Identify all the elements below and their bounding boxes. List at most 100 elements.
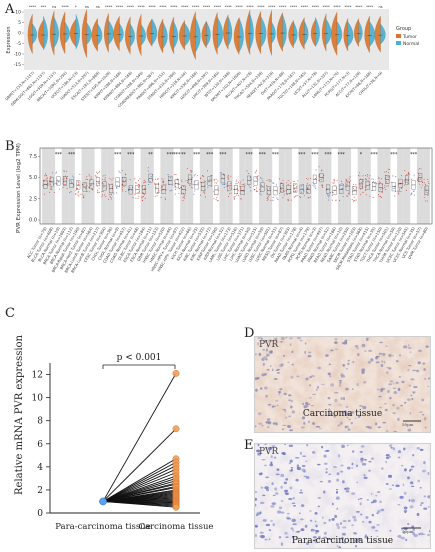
panel-b-point: [161, 187, 163, 189]
panel-e-scale: 50μm: [402, 529, 414, 534]
nucleus-dot: [272, 494, 276, 497]
panel-b-point: [403, 184, 405, 186]
panel-b-point: [269, 179, 271, 181]
panel-d-caption: Carcinoma tissue: [302, 409, 383, 419]
panel-b-point: [314, 178, 316, 180]
panel-b-point: [427, 192, 429, 194]
nucleus-dot: [388, 367, 392, 370]
panel-b-point: [423, 182, 425, 184]
nucleus-dot: [383, 360, 386, 364]
panel-b-point: [46, 178, 48, 180]
nucleus-dot: [304, 350, 306, 354]
panel-b-point: [255, 169, 258, 171]
panel-b-point: [121, 170, 123, 172]
panel-b-point: [56, 183, 58, 185]
nucleus-dot: [403, 345, 408, 349]
panel-b-point: [96, 173, 98, 175]
nucleus-dot: [370, 492, 373, 495]
nucleus-dot: [257, 376, 260, 380]
nucleus-dot: [366, 337, 369, 341]
panel-b-point: [295, 195, 297, 197]
nucleus-dot: [296, 464, 300, 468]
panel-b-point: [157, 177, 159, 180]
nucleus-dot: [423, 507, 428, 510]
nucleus-dot: [387, 539, 390, 543]
panel-b-point: [379, 182, 381, 184]
panel-b-point: [418, 168, 420, 170]
nucleus-dot: [314, 520, 317, 523]
panel-b-point: [81, 193, 83, 195]
nucleus-dot: [400, 404, 404, 407]
panel-b-point: [358, 172, 361, 174]
panel-a-violin-normal: [347, 21, 354, 47]
nucleus-dot: [317, 385, 319, 389]
panel-b-point: [190, 171, 192, 173]
nucleus-dot: [342, 526, 347, 529]
panel-b-point: [233, 197, 235, 199]
nucleus-dot: [312, 451, 316, 454]
nucleus-dot: [340, 375, 346, 378]
panel-a-violin-normal: [97, 23, 103, 46]
panel-b-point: [283, 194, 285, 196]
nucleus-dot: [257, 452, 261, 456]
nucleus-dot: [343, 339, 347, 344]
panel-b-point: [372, 197, 374, 199]
nucleus-dot: [376, 512, 379, 515]
panel-b-point: [207, 186, 209, 188]
nucleus-dot: [283, 453, 286, 456]
panel-b-point: [282, 197, 284, 199]
nucleus-dot: [403, 447, 406, 451]
nucleus-dot: [388, 353, 391, 357]
nucleus-dot: [314, 538, 318, 541]
nucleus-dot: [276, 510, 282, 514]
nucleus-dot: [265, 421, 270, 424]
nucleus-dot: [372, 499, 377, 503]
nucleus-dot: [368, 520, 372, 524]
nucleus-dot: [309, 376, 313, 379]
panel-b-point: [203, 191, 206, 193]
nucleus-dot: [336, 478, 340, 482]
panel-a-violin-normal: [119, 23, 124, 44]
nucleus-dot: [280, 542, 284, 546]
panel-b-point: [110, 193, 112, 195]
nucleus-dot: [412, 391, 416, 393]
nucleus-dot: [265, 523, 271, 527]
nucleus-dot: [335, 496, 340, 500]
nucleus-dot: [261, 373, 265, 377]
panel-b-point: [228, 193, 231, 195]
panel-b-point: [193, 184, 195, 186]
panel-b-point: [178, 183, 180, 185]
panel-a-sig-mark: ****: [257, 5, 264, 9]
panel-b-point: [385, 189, 387, 191]
nucleus-dot: [397, 417, 400, 422]
nucleus-dot: [260, 337, 263, 340]
panel-b-point: [255, 171, 257, 173]
panel-b-point: [419, 178, 421, 180]
panel-b-point: [240, 197, 242, 200]
nucleus-dot: [330, 349, 334, 352]
panel-b-point: [64, 184, 66, 186]
panel-a-sig-mark: ****: [149, 5, 156, 9]
panel-a-sig-mark: ****: [323, 5, 330, 9]
nucleus-dot: [278, 506, 283, 510]
nucleus-dot: [347, 428, 351, 431]
panel-b-point: [45, 175, 48, 177]
nucleus-dot: [286, 512, 290, 515]
panel-e-tissue-image: [253, 442, 432, 550]
panel-a-violin-normal: [86, 22, 92, 45]
panel-a-violin-tumor: [136, 14, 142, 56]
panel-b-point: [364, 174, 366, 177]
panel-a-violin-tumor: [104, 13, 109, 53]
panel-b-point: [300, 196, 302, 199]
nucleus-dot: [283, 392, 287, 396]
nucleus-dot: [378, 500, 382, 504]
panel-b-point: [203, 191, 205, 193]
panel-b-point: [56, 179, 58, 181]
panel-b-point: [97, 191, 99, 193]
nucleus-dot: [389, 380, 394, 383]
panel-b-point: [287, 183, 289, 186]
nucleus-dot: [325, 468, 328, 470]
panel-b-point: [281, 182, 283, 184]
panel-b-point: [202, 175, 205, 178]
panel-b-point: [348, 178, 350, 180]
